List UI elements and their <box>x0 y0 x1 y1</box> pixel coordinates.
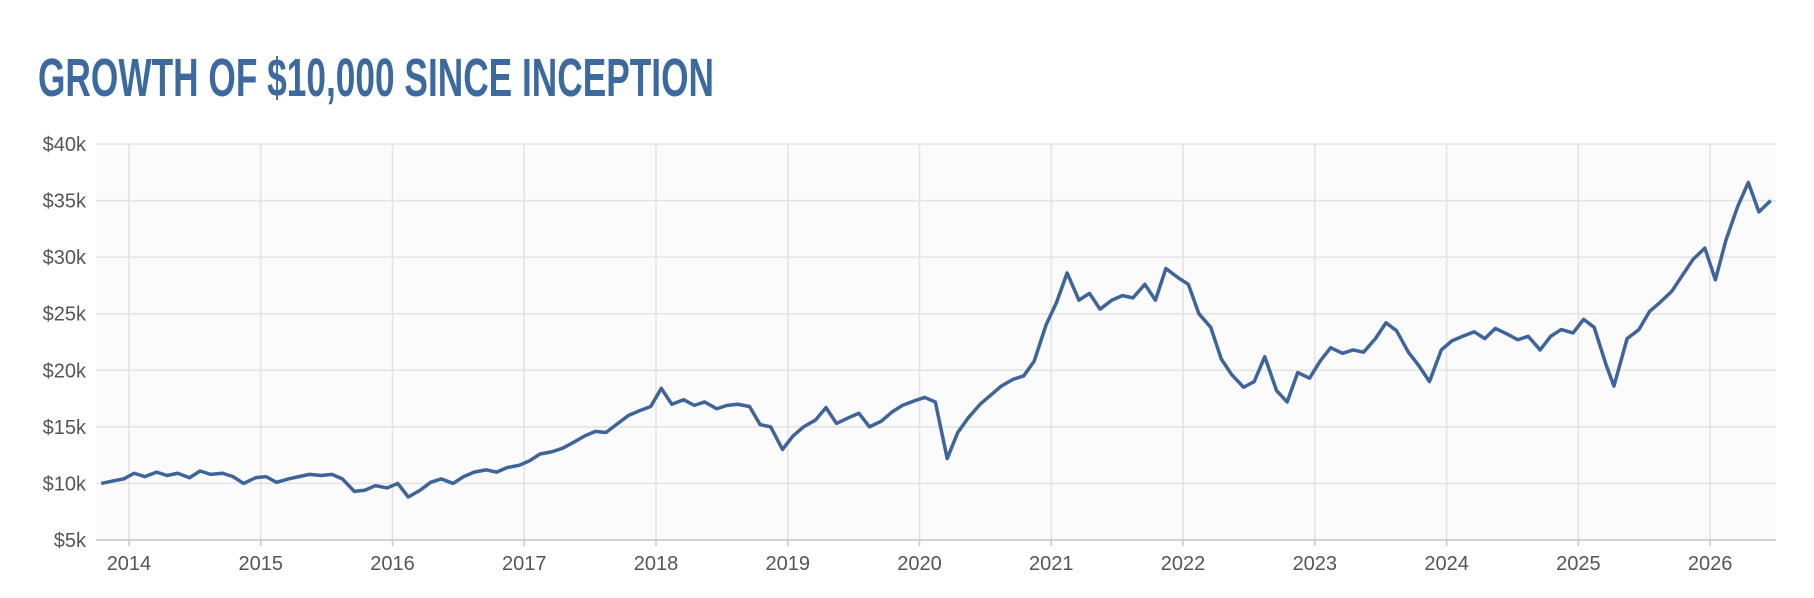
y-tick-label: $20k <box>43 360 87 382</box>
x-tick-label: 2016 <box>370 553 415 575</box>
y-tick-label: $30k <box>43 247 87 269</box>
x-tick-label: 2020 <box>897 553 942 575</box>
plot-area <box>96 144 1776 540</box>
x-tick-label: 2014 <box>107 553 152 575</box>
x-tick-label: 2017 <box>502 553 547 575</box>
y-tick-label: $40k <box>43 134 87 156</box>
y-tick-label: $35k <box>43 191 87 213</box>
y-tick-label: $15k <box>43 417 87 439</box>
x-tick-label: 2015 <box>238 553 283 575</box>
x-tick-label: 2018 <box>634 553 679 575</box>
x-tick-label: 2023 <box>1293 553 1338 575</box>
x-tick-label: 2022 <box>1161 553 1206 575</box>
x-tick-label: 2024 <box>1424 553 1469 575</box>
x-tick-label: 2026 <box>1688 553 1733 575</box>
x-tick-label: 2025 <box>1556 553 1601 575</box>
y-tick-label: $25k <box>43 304 87 326</box>
x-tick-label: 2019 <box>766 553 811 575</box>
chart-title: GROWTH OF $10,000 SINCE INCEPTION <box>38 48 714 108</box>
x-tick-label: 2021 <box>1029 553 1074 575</box>
y-tick-label: $5k <box>54 530 87 552</box>
y-tick-label: $10k <box>43 473 87 495</box>
series-line <box>100 180 1772 499</box>
